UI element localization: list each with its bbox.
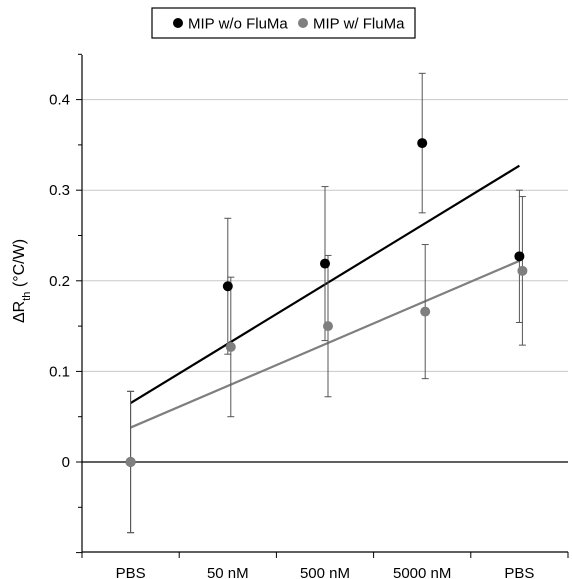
x-tick-labels: PBS 50 nM 500 nM 5000 nM PBS [116, 565, 535, 579]
y-axis-title-subscript: th [21, 292, 33, 301]
legend: MIP w/o FluMa MIP w/ FluMa [151, 7, 416, 39]
y-tick-label: 0.3 [49, 182, 70, 199]
trendline-series-1 [130, 259, 520, 429]
x-tick-label: PBS [116, 565, 146, 579]
legend-marker-series-0 [173, 18, 183, 28]
x-tick-label: 5000 nM [393, 565, 451, 579]
axes [76, 53, 569, 558]
legend-label-series-1: MIP w/ FluMa [313, 16, 405, 33]
y-tick-label: 0 [62, 454, 70, 471]
y-axis-title-main: ΔR [11, 301, 28, 323]
data-point-series-1 [125, 457, 136, 467]
data-point-series-1 [517, 265, 528, 276]
legend-box [151, 7, 416, 39]
x-tick-label: PBS [504, 565, 534, 579]
legend-label-series-0: MIP w/o FluMa [188, 16, 288, 33]
data-point-series-1 [225, 341, 236, 352]
y-tick-labels: 0 0.1 0.2 0.3 0.4 [49, 92, 70, 471]
y-tick-label: 0.2 [49, 273, 70, 290]
y-axis-title: ΔRth (°C/W) [11, 239, 33, 323]
data-point-series-0 [320, 258, 330, 269]
x-tick-label: 50 nM [207, 565, 249, 579]
error-bars [127, 72, 526, 534]
y-tick-label: 0.1 [49, 363, 70, 380]
data-point-series-0 [514, 251, 525, 262]
data-point-series-0 [222, 281, 233, 292]
legend-marker-series-1 [298, 18, 308, 28]
y-axis-title-unit: (°C/W) [11, 239, 28, 292]
data-point-series-0 [417, 138, 428, 149]
data-points [125, 138, 528, 467]
x-tick-label: 500 nM [300, 565, 350, 579]
y-tick-label: 0.4 [49, 92, 70, 109]
data-point-series-1 [323, 321, 333, 332]
data-point-series-1 [420, 306, 431, 317]
